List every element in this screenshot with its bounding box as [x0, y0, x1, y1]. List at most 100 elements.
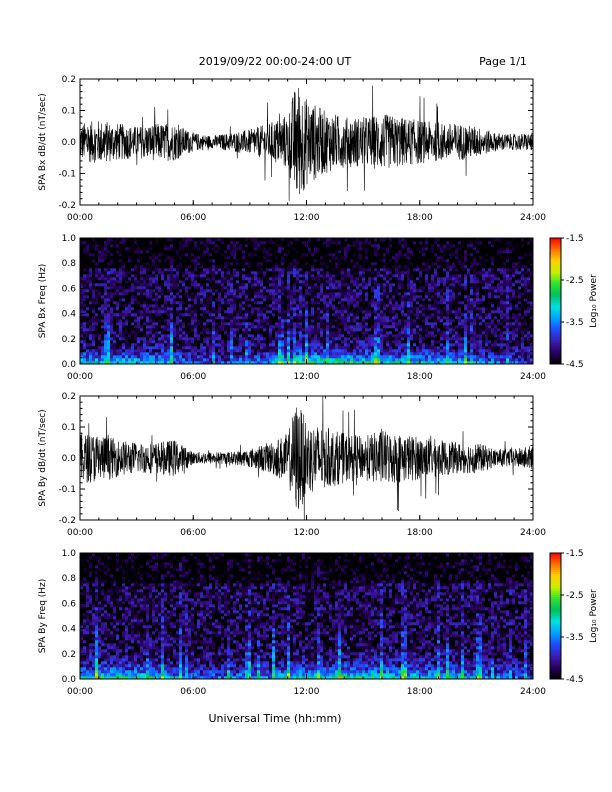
spectrogram-cell [410, 280, 414, 284]
spectrogram-cell [353, 352, 357, 356]
spectrogram-cell [344, 271, 348, 275]
spectrogram-cell [218, 349, 222, 353]
spectrogram-cell [137, 247, 141, 251]
spectrogram-cell [257, 304, 261, 308]
spectrogram-cell [410, 286, 414, 290]
spectrogram-cell [269, 238, 273, 242]
spectrogram-cell [128, 286, 132, 290]
spectrogram-cell [398, 241, 402, 245]
spectrogram-cell [275, 304, 279, 308]
spectrogram-cell [401, 307, 405, 311]
spectrogram-cell [353, 262, 357, 266]
spectrogram-cell [407, 358, 411, 362]
spectrogram-cell [113, 340, 117, 344]
spectrogram-cell [245, 340, 249, 344]
spectrogram-cell [158, 325, 162, 329]
spectrogram-cell [152, 271, 156, 275]
spectrogram-cell [185, 328, 189, 332]
spectrogram-cell [92, 319, 96, 323]
spectrogram-cell [323, 256, 327, 260]
spectrogram-cell [224, 283, 228, 287]
spectrogram-cell [398, 337, 402, 341]
spectrogram-cell [305, 346, 309, 350]
spectrogram-cell [389, 283, 393, 287]
spectrogram-cell [242, 247, 246, 251]
spectrogram-cell [275, 238, 279, 242]
spectrogram-cell [98, 325, 102, 329]
spectrogram-cell [395, 265, 399, 269]
spectrogram-cell [299, 292, 303, 296]
spectrogram-cell [218, 250, 222, 254]
spectrogram-cell [80, 265, 84, 269]
spectrogram-cell [335, 322, 339, 326]
spectrogram-cell [347, 295, 351, 299]
spectrogram-cell [92, 310, 96, 314]
spectrogram-cell [257, 286, 261, 290]
spectrogram-cell [395, 253, 399, 257]
spectrogram-cell [101, 346, 105, 350]
spectrogram-cell [143, 337, 147, 341]
spectrogram-cell [323, 250, 327, 254]
spectrogram-cell [317, 301, 321, 305]
spectrogram-cell [314, 280, 318, 284]
spectrogram-cell [320, 238, 324, 242]
spectrogram-cell [98, 352, 102, 356]
spectrogram-cell [200, 283, 204, 287]
spectrogram-cell [92, 250, 96, 254]
spectrogram-cell [368, 247, 372, 251]
spectrogram-cell [80, 313, 84, 317]
spectrogram-cell [119, 259, 123, 263]
spectrogram-cell [194, 334, 198, 338]
spectrogram-cell [347, 313, 351, 317]
spectrogram-cell [347, 247, 351, 251]
spectrogram-cell [161, 340, 165, 344]
spectrogram-cell [290, 304, 294, 308]
spectrogram-cell [107, 313, 111, 317]
spectrogram-cell [86, 253, 90, 257]
spectrogram-cell [353, 238, 357, 242]
spectrogram-cell [149, 319, 153, 323]
spectrogram-cell [143, 328, 147, 332]
spectrogram-cell [269, 325, 273, 329]
spectrogram-cell [365, 352, 369, 356]
spectrogram-cell [242, 319, 246, 323]
spectrogram-cell [236, 352, 240, 356]
spectrogram-cell [230, 289, 234, 293]
spectrogram-cell [227, 349, 231, 353]
spectrogram-cell [242, 340, 246, 344]
spectrogram-cell [308, 334, 312, 338]
spectrogram-cell [332, 304, 336, 308]
spectrogram-cell [197, 268, 201, 272]
spectrogram-cell [287, 286, 291, 290]
spectrogram-cell [362, 316, 366, 320]
spectrogram-cell [395, 283, 399, 287]
spectrogram-cell [143, 334, 147, 338]
spectrogram-cell [341, 250, 345, 254]
spectrogram-cell [218, 298, 222, 302]
spectrogram-cell [341, 328, 345, 332]
spectrogram-cell [110, 328, 114, 332]
spectrogram-cell [236, 328, 240, 332]
spectrogram-cell [269, 256, 273, 260]
spectrogram-cell [338, 292, 342, 296]
spectrogram-cell [341, 295, 345, 299]
spectrogram-cell [221, 292, 225, 296]
spectrogram-cell [161, 343, 165, 347]
spectrogram-cell [203, 280, 207, 284]
spectrogram-cell [161, 355, 165, 359]
spectrogram-cell [164, 340, 168, 344]
spectrogram-cell [134, 310, 138, 314]
spectrogram-cell [377, 307, 381, 311]
spectrogram-cell [392, 241, 396, 245]
spectrogram-cell [86, 313, 90, 317]
spectrogram-cell [137, 271, 141, 275]
spectrogram-cell [275, 349, 279, 353]
spectrogram-cell [296, 334, 300, 338]
spectrogram-cell [83, 313, 87, 317]
spectrogram-cell [101, 334, 105, 338]
spectrogram-cell [233, 337, 237, 341]
spectrogram-cell [341, 265, 345, 269]
spectrogram-cell [221, 301, 225, 305]
spectrogram-cell [86, 295, 90, 299]
spectrogram-cell [122, 331, 126, 335]
